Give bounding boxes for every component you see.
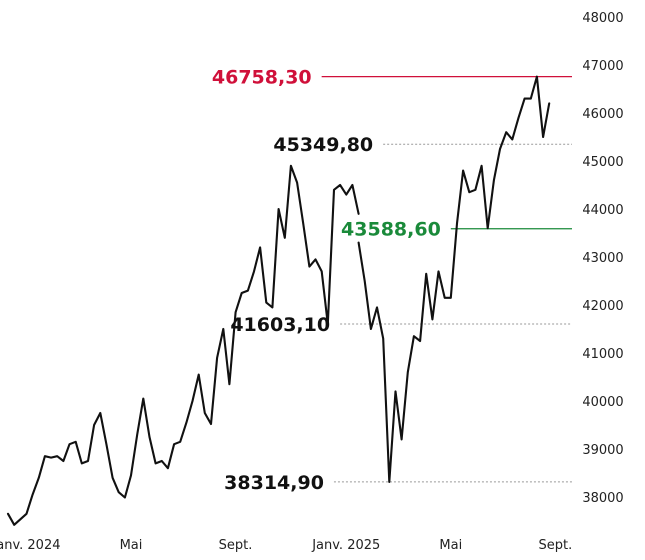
- annotation-label: 38314,90: [224, 472, 324, 494]
- annotation-label: 41603,10: [230, 314, 330, 336]
- y-tick-label: 39000: [582, 443, 623, 458]
- x-tick-label: Sept.: [538, 538, 572, 553]
- y-tick-label: 45000: [582, 155, 623, 170]
- y-tick-label: 43000: [582, 251, 623, 266]
- x-tick-label: Sept.: [219, 538, 253, 553]
- x-tick-label: Mai: [439, 538, 462, 553]
- y-tick-label: 38000: [582, 491, 623, 506]
- y-tick-label: 41000: [582, 347, 623, 362]
- y-tick-label: 42000: [582, 299, 623, 314]
- y-tick-label: 40000: [582, 395, 623, 410]
- series-line: [357, 75, 551, 483]
- y-tick-label: 48000: [582, 11, 623, 26]
- series-line: [6, 164, 360, 526]
- x-tick-label: Mai: [120, 538, 143, 553]
- y-tick-label: 47000: [582, 59, 623, 74]
- x-tick-label: Janv. 2024: [0, 538, 60, 553]
- y-tick-label: 44000: [582, 203, 623, 218]
- y-tick-label: 46000: [582, 107, 623, 122]
- x-tick-label: Janv. 2025: [311, 538, 380, 553]
- annotation-label: 43588,60: [341, 219, 441, 241]
- annotation-label: 46758,30: [212, 67, 312, 89]
- annotation-label: 45349,80: [273, 134, 373, 156]
